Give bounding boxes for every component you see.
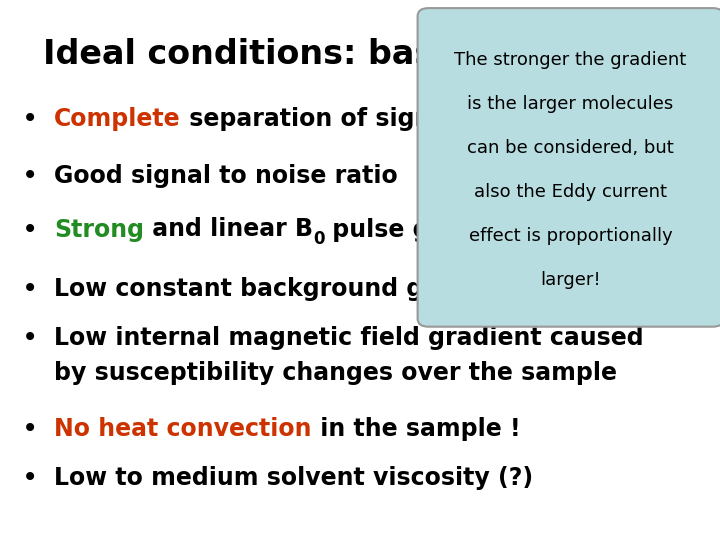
Text: •: • [22,323,38,352]
Text: is the larger molecules: is the larger molecules [467,95,674,113]
Text: •: • [22,215,38,244]
Text: can be considered, but: can be considered, but [467,139,674,157]
Text: Low internal magnetic field gradient caused: Low internal magnetic field gradient cau… [54,326,644,349]
Text: Complete: Complete [54,107,181,131]
Text: pulse gradients: pulse gradients [325,218,541,241]
Text: by susceptibility changes over the sample: by susceptibility changes over the sampl… [54,361,617,384]
Text: The stronger the gradient: The stronger the gradient [454,51,687,69]
Text: •: • [22,105,38,133]
Polygon shape [421,205,472,319]
Text: •: • [22,275,38,303]
Text: in the sample !: in the sample ! [312,417,520,441]
FancyBboxPatch shape [418,8,720,327]
Text: also the Eddy current: also the Eddy current [474,183,667,201]
Text: effect is proportionally: effect is proportionally [469,227,672,245]
Text: separation of signal components: separation of signal components [181,107,626,131]
Text: No heat convection: No heat convection [54,417,312,441]
Text: Low constant background gradient: Low constant background gradient [54,277,520,301]
Text: Strong: Strong [54,218,144,241]
Text: 0: 0 [313,230,325,248]
Text: larger!: larger! [540,271,601,289]
Text: Good signal to noise ratio: Good signal to noise ratio [54,164,397,187]
Text: •: • [22,415,38,443]
Text: •: • [22,464,38,492]
Text: and linear B: and linear B [144,218,313,241]
Text: Ideal conditions: basic requirements: Ideal conditions: basic requirements [43,38,720,71]
Text: Low to medium solvent viscosity (?): Low to medium solvent viscosity (?) [54,466,533,490]
Text: •: • [22,161,38,190]
